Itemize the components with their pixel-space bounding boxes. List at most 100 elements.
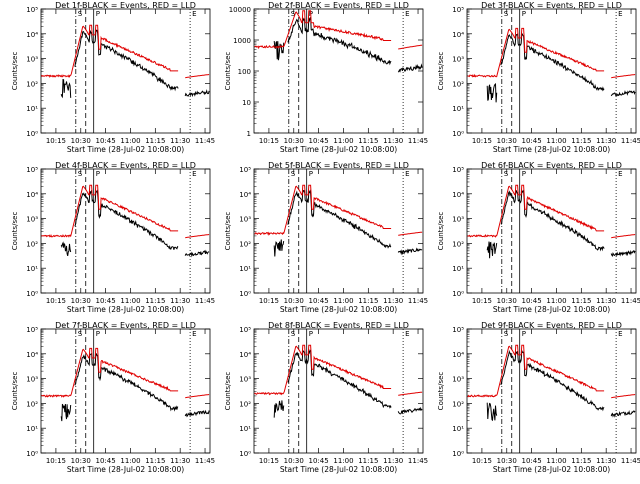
marker-label: P — [96, 330, 100, 338]
panel-det-2: Det 2f-BLACK = Events, RED = LLD 1 10 100 10… — [224, 1, 428, 154]
lld-series-line — [467, 184, 636, 239]
y-tick-label: 10⁰ — [239, 290, 251, 298]
y-tick-label: 10⁵ — [452, 326, 464, 334]
x-tick-label: 11:15 — [358, 457, 378, 465]
y-tick-label: 10⁵ — [452, 6, 464, 14]
panel-title: Det 2f-BLACK = Events, RED = LLD — [268, 1, 409, 10]
x-tick-label: 11:30 — [170, 457, 190, 465]
x-tick-label: 10:15 — [259, 137, 279, 145]
marker-label: E — [618, 170, 622, 178]
plot-frame — [466, 328, 637, 454]
y-tick-label: 10⁰ — [239, 450, 251, 458]
y-tick-label: 100 — [238, 68, 251, 76]
marker-label: P — [309, 330, 313, 338]
lld-series-line — [467, 27, 636, 79]
x-tick-label: 10:30 — [497, 457, 517, 465]
y-tick-label: 10⁵ — [26, 166, 38, 174]
marker-label: P — [522, 170, 526, 178]
x-tick-label: 11:45 — [408, 297, 428, 305]
marker-label: E — [192, 10, 196, 18]
x-tick-label: 11:00 — [546, 457, 566, 465]
y-tick-label: 10² — [452, 80, 464, 88]
marker-label: S — [291, 10, 296, 18]
marker-label: S — [78, 330, 83, 338]
y-tick-label: 10⁰ — [452, 130, 464, 138]
marker-label: E — [192, 330, 196, 338]
panel-det-3: Det 3f-BLACK = Events, RED = LLD 10⁰ 10¹ 10… — [437, 1, 640, 154]
events-series-line — [486, 349, 636, 422]
marker-label: P — [309, 170, 313, 178]
marker-label: S — [291, 330, 296, 338]
y-tick-label: 10 — [242, 99, 251, 107]
y-tick-label: 10⁵ — [452, 166, 464, 174]
x-tick-label: 10:45 — [309, 137, 329, 145]
y-tick-label: 10² — [452, 240, 464, 248]
y-axis-label: Counts/sec — [224, 212, 232, 251]
x-tick-label: 11:30 — [596, 457, 616, 465]
x-tick-label: 11:45 — [408, 137, 428, 145]
x-tick-label: 11:15 — [145, 457, 165, 465]
panel-det-1: Det 1f-BLACK = Events, RED = LLD 10⁰ 10¹ 10… — [11, 1, 215, 154]
x-tick-label: 11:45 — [621, 137, 640, 145]
y-tick-label: 10³ — [26, 56, 38, 64]
y-tick-label: 10³ — [26, 216, 38, 224]
x-tick-label: 11:30 — [383, 297, 403, 305]
x-tick-label: 10:30 — [71, 137, 91, 145]
y-tick-label: 10² — [239, 240, 251, 248]
x-tick-label: 11:30 — [170, 137, 190, 145]
y-axis-label: Counts/sec — [437, 212, 445, 251]
x-tick-label: 11:00 — [120, 297, 140, 305]
y-tick-label: 10000 — [229, 6, 251, 14]
y-tick-label: 10² — [239, 400, 251, 408]
panel-title: Det 4f-BLACK = Events, RED = LLD — [55, 161, 196, 170]
y-tick-label: 10² — [26, 80, 38, 88]
events-series-line — [60, 189, 210, 258]
panel-title: Det 8f-BLACK = Events, RED = LLD — [268, 321, 409, 330]
x-tick-label: 11:15 — [145, 297, 165, 305]
panel-det-9: Det 9f-BLACK = Events, RED = LLD 10⁰ 10¹ 10… — [437, 321, 640, 474]
x-tick-label: 10:45 — [309, 457, 329, 465]
events-series-line — [273, 349, 423, 418]
panel-title: Det 3f-BLACK = Events, RED = LLD — [481, 1, 622, 10]
panel-det-5: Det 5f-BLACK = Events, RED = LLD 10⁰ 10¹ 10… — [224, 161, 428, 314]
y-tick-label: 10⁰ — [26, 290, 38, 298]
marker-label: E — [405, 10, 409, 18]
events-series-line — [60, 352, 210, 422]
lld-series-line — [254, 10, 423, 50]
x-tick-label: 10:30 — [497, 297, 517, 305]
marker-label: S — [504, 10, 509, 18]
y-tick-label: 10³ — [452, 376, 464, 384]
x-tick-label: 10:15 — [259, 457, 279, 465]
x-tick-label: 10:15 — [472, 457, 492, 465]
panel-det-8: Det 8f-BLACK = Events, RED = LLD 10⁰ 10¹ 10… — [224, 321, 428, 474]
x-axis-label: Start Time (28-Jul-02 10:08:00) — [67, 465, 184, 474]
panel-title: Det 9f-BLACK = Events, RED = LLD — [481, 321, 622, 330]
events-series-line — [486, 189, 636, 259]
x-tick-label: 11:45 — [195, 457, 215, 465]
y-tick-label: 10³ — [26, 376, 38, 384]
y-tick-label: 10⁰ — [26, 130, 38, 138]
marker-label: S — [504, 170, 509, 178]
plot-frame — [40, 8, 211, 134]
marker-label: P — [522, 10, 526, 18]
lld-series-line — [41, 24, 210, 79]
x-tick-label: 11:00 — [333, 137, 353, 145]
x-axis-label: Start Time (28-Jul-02 10:08:00) — [67, 305, 184, 314]
marker-label: E — [618, 10, 622, 18]
panel-title: Det 6f-BLACK = Events, RED = LLD — [481, 161, 622, 170]
y-tick-label: 10² — [452, 400, 464, 408]
y-tick-label: 10³ — [239, 216, 251, 224]
y-tick-label: 10² — [26, 240, 38, 248]
panel-title: Det 5f-BLACK = Events, RED = LLD — [268, 161, 409, 170]
y-tick-label: 10⁰ — [452, 450, 464, 458]
y-tick-label: 10¹ — [452, 265, 464, 273]
x-axis-label: Start Time (28-Jul-02 10:08:00) — [280, 145, 397, 154]
x-tick-label: 11:45 — [621, 457, 640, 465]
y-tick-label: 1000 — [233, 37, 251, 45]
x-tick-label: 11:30 — [596, 137, 616, 145]
panel-det-6: Det 6f-BLACK = Events, RED = LLD 10⁰ 10¹ 10… — [437, 161, 640, 314]
panel-title: Det 1f-BLACK = Events, RED = LLD — [55, 1, 196, 10]
y-tick-label: 10³ — [452, 56, 464, 64]
x-tick-label: 11:15 — [358, 137, 378, 145]
